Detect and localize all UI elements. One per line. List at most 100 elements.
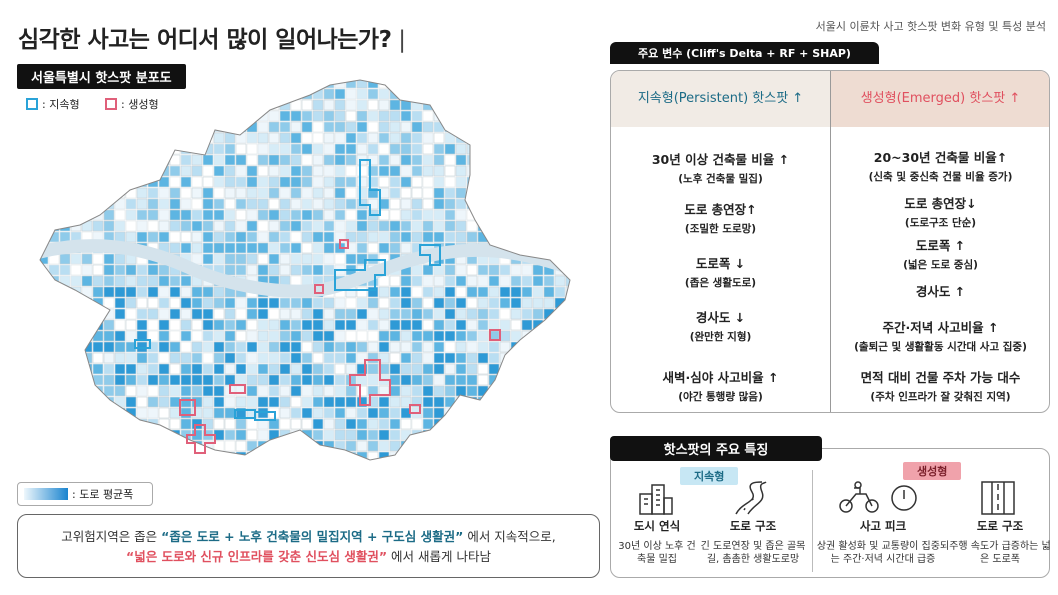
map-cell bbox=[103, 99, 115, 111]
map-cell bbox=[411, 121, 423, 133]
map-cell bbox=[136, 363, 148, 375]
map-cell bbox=[323, 297, 335, 309]
map-cell bbox=[103, 363, 115, 375]
variable-sub: (좁은 생활도로) bbox=[684, 277, 757, 289]
map-cell bbox=[554, 154, 566, 166]
map-cell bbox=[169, 176, 181, 188]
map-cell bbox=[59, 308, 71, 320]
map-cell bbox=[246, 121, 258, 133]
map-cell bbox=[554, 165, 566, 177]
map-cell bbox=[323, 99, 335, 111]
map-cell bbox=[444, 374, 456, 386]
map-cell bbox=[411, 308, 423, 320]
map-cell bbox=[532, 407, 544, 419]
map-cell bbox=[455, 264, 467, 276]
map-cell bbox=[59, 143, 71, 155]
map-cell bbox=[70, 363, 82, 375]
map-cell bbox=[554, 440, 566, 452]
map-cell bbox=[312, 451, 324, 460]
map-cell bbox=[334, 319, 346, 331]
map-cell bbox=[224, 110, 236, 122]
map-cell bbox=[213, 363, 225, 375]
map-cell bbox=[400, 308, 412, 320]
map-cell bbox=[268, 363, 280, 375]
map-cell bbox=[81, 253, 93, 265]
map-cell bbox=[48, 187, 60, 199]
map-cell bbox=[434, 463, 444, 473]
map-cell bbox=[290, 407, 302, 419]
map-cell bbox=[279, 297, 291, 309]
map-cell bbox=[103, 429, 115, 441]
map-cell bbox=[48, 308, 60, 320]
map-cell bbox=[543, 154, 555, 166]
variable-main: 20~30년 건축물 비율↑ bbox=[873, 150, 1008, 165]
map-cell bbox=[92, 407, 104, 419]
map-cell bbox=[59, 154, 71, 166]
map-cell bbox=[301, 418, 313, 430]
map-cell bbox=[49, 463, 59, 473]
map-cell bbox=[202, 88, 214, 100]
map-cell bbox=[455, 440, 467, 452]
map-cell bbox=[565, 198, 570, 210]
map-cell bbox=[257, 352, 269, 364]
map-cell bbox=[577, 122, 587, 132]
map-cell bbox=[543, 231, 555, 243]
map-cell bbox=[378, 242, 390, 254]
map-cell bbox=[81, 165, 93, 177]
map-cell bbox=[92, 418, 104, 430]
map-cell bbox=[115, 463, 125, 473]
map-cell bbox=[367, 286, 379, 298]
map-cell bbox=[466, 220, 478, 232]
map-cell bbox=[180, 352, 192, 364]
map-cell bbox=[312, 110, 324, 122]
variable-sub: (도로구조 단순) bbox=[904, 217, 977, 229]
map-cell bbox=[125, 429, 137, 441]
map-cell bbox=[169, 132, 181, 144]
map-cell bbox=[378, 143, 390, 155]
map-cell bbox=[92, 286, 104, 298]
map-cell bbox=[48, 99, 60, 111]
summary: 고위험지역은 좁은 “좁은 도로 + 노후 건축물의 밀집지역 + 구도심 생활… bbox=[17, 514, 600, 578]
map-cell bbox=[323, 154, 335, 166]
map-cell bbox=[147, 297, 159, 309]
map-cell bbox=[312, 80, 324, 89]
map-cell bbox=[71, 463, 81, 473]
map-cell bbox=[455, 418, 467, 430]
map-cell bbox=[378, 396, 390, 408]
map-cell bbox=[136, 154, 148, 166]
summary-text: 에서 지속적으로, bbox=[463, 529, 556, 544]
map-cell bbox=[103, 121, 115, 133]
map-cell bbox=[521, 352, 533, 364]
map-cell bbox=[103, 286, 115, 298]
map-cell bbox=[301, 80, 313, 89]
map-cell bbox=[400, 418, 412, 430]
map-cell bbox=[323, 396, 335, 408]
map-cell bbox=[499, 275, 511, 287]
icon-road-width bbox=[981, 481, 1015, 515]
map-cell bbox=[565, 374, 570, 386]
map-cell bbox=[532, 440, 544, 452]
map-cell bbox=[477, 286, 489, 298]
map-cell bbox=[279, 264, 291, 276]
map-cell bbox=[40, 143, 49, 155]
map-cell bbox=[301, 253, 313, 265]
map-cell bbox=[169, 363, 181, 375]
map-cell bbox=[532, 176, 544, 188]
map-cell bbox=[279, 352, 291, 364]
map-cell bbox=[565, 407, 570, 419]
map-cell bbox=[279, 198, 291, 210]
map-cell bbox=[169, 143, 181, 155]
map-cell bbox=[477, 99, 489, 111]
map-cell bbox=[158, 99, 170, 111]
map-cell bbox=[554, 231, 566, 243]
map-cell bbox=[444, 165, 456, 177]
map-cell bbox=[577, 254, 587, 264]
map-cell bbox=[301, 154, 313, 166]
legend-persistent: : 지속형 bbox=[26, 96, 80, 112]
map-cell bbox=[81, 154, 93, 166]
map-cell bbox=[191, 154, 203, 166]
map-cell bbox=[422, 363, 434, 375]
map-cell bbox=[82, 463, 92, 473]
variable-sub: (신축 및 중신축 건물 비율 증가) bbox=[868, 171, 1013, 183]
map-cell bbox=[521, 319, 533, 331]
